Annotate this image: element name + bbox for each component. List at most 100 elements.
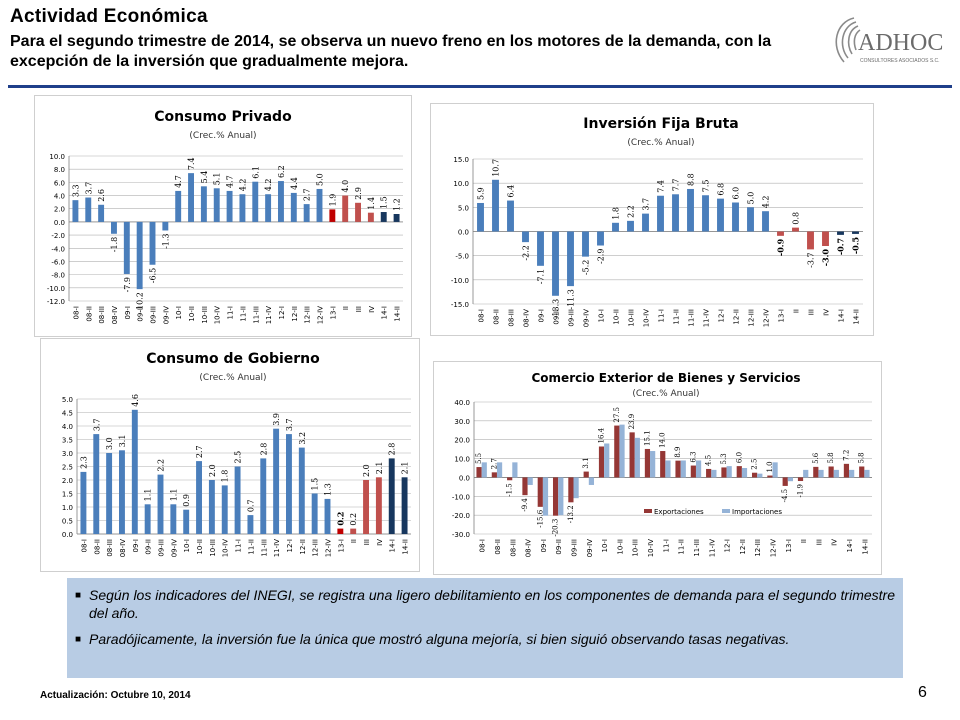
x-tick-label: 11-I: [658, 309, 666, 323]
x-tick-label: 10-II: [196, 539, 204, 555]
data-label: -3.0: [821, 249, 831, 267]
bar-importaciones: [833, 469, 839, 478]
bar: [567, 231, 574, 287]
bar-importaciones: [726, 466, 732, 478]
bar: [380, 212, 387, 222]
bar-importaciones: [757, 473, 763, 478]
data-label: 4.7: [174, 175, 183, 188]
y-tick-label: -5.0: [455, 253, 469, 261]
data-label: 3.1: [582, 457, 590, 468]
bar: [375, 477, 382, 534]
bullet-text: Según los indicadores del INEGI, se regi…: [89, 587, 895, 621]
bar-exportaciones: [629, 432, 635, 478]
bar: [792, 227, 799, 232]
x-tick-label: III: [355, 306, 363, 312]
x-tick-label: 12-I: [724, 539, 732, 553]
bar-exportaciones: [522, 477, 528, 496]
bar: [597, 231, 604, 246]
bar-importaciones: [573, 477, 579, 499]
data-label: 5.3: [720, 453, 728, 464]
data-label: 2.9: [354, 187, 363, 200]
data-label: 1.2: [393, 198, 402, 211]
data-label: 6.3: [689, 451, 697, 462]
y-tick-label: 8.0: [54, 166, 65, 174]
x-tick-label: 09-II: [145, 539, 153, 555]
data-label: 1.8: [221, 470, 230, 483]
y-tick-label: 20.0: [454, 437, 470, 445]
bar: [477, 202, 484, 232]
x-tick-label: 11-III: [693, 539, 701, 557]
x-tick-label: 13-I: [329, 306, 337, 320]
data-label: 2.8: [259, 443, 268, 456]
data-label: 4.2: [762, 195, 771, 208]
bar: [260, 458, 267, 534]
x-tick-label: 14-II: [853, 309, 861, 325]
chart-inversion-fija-bruta: Inversión Fija Bruta (Crec.% Anual) 15.0 10…: [451, 116, 863, 327]
bar-exportaciones: [491, 472, 497, 478]
bar-exportaciones: [598, 446, 605, 478]
data-label: 1.1: [144, 489, 153, 502]
data-label: 7.4: [657, 180, 666, 193]
bar: [123, 221, 130, 274]
data-label: 2.5: [234, 451, 243, 464]
bar: [522, 231, 529, 243]
y-tick-label: 0.0: [62, 531, 73, 539]
chart-subtitle: (Crec.% Anual): [189, 131, 256, 141]
x-tick-label: 08-II: [85, 306, 93, 322]
x-tick-label: 08-I: [479, 539, 487, 553]
x-tick-label: 09-III: [158, 539, 166, 557]
x-tick-label: 12-III: [754, 539, 762, 557]
x-tick-label: 08-II: [494, 539, 502, 555]
x-tick-label: II: [342, 306, 350, 310]
x-tick-label: 10-IV: [643, 309, 651, 327]
bullet-item: ■ Paradójicamente, la inversión fue la ú…: [75, 630, 895, 648]
x-tick-label: 11-I: [235, 539, 243, 553]
data-label: 5.0: [316, 173, 325, 186]
chart-title: Comercio Exterior de Bienes y Servicios: [532, 371, 801, 385]
bar: [342, 195, 349, 222]
bar-importaciones: [741, 468, 748, 478]
bar-importaciones: [803, 469, 809, 478]
x-tick-label: 11-III: [260, 539, 268, 557]
x-tick-label: 09-IV: [583, 309, 591, 327]
bar: [234, 466, 241, 534]
y-tick-label: -15.0: [451, 301, 469, 309]
bar-importaciones: [818, 469, 824, 478]
bar-exportaciones: [813, 466, 819, 478]
data-label: 1.8: [612, 207, 621, 220]
x-tick-label: 10-II: [613, 309, 621, 325]
y-tick-label: 0.0: [459, 474, 470, 482]
data-label: -5.2: [582, 260, 591, 275]
bar: [582, 231, 589, 257]
x-tick-label: 12-IV: [317, 306, 325, 324]
data-label: 3.3: [71, 184, 80, 197]
bar: [324, 498, 331, 534]
bar: [822, 231, 829, 246]
bar: [157, 474, 164, 534]
data-label: 0.2: [349, 513, 358, 526]
y-tick-label: -10.0: [451, 277, 469, 285]
x-tick-label: 12-II: [291, 306, 299, 322]
x-tick-label: II: [350, 539, 358, 543]
data-label: 1.4: [367, 197, 376, 210]
data-label: 5.8: [858, 452, 866, 463]
x-tick-label: II: [793, 309, 801, 313]
data-label: 1.3: [324, 483, 333, 496]
bar: [144, 504, 151, 534]
data-label: -7.1: [537, 269, 546, 284]
bar: [183, 509, 190, 534]
x-tick-label: III: [808, 309, 816, 315]
chart-subtitle: (Crec.% Anual): [632, 389, 699, 399]
data-label: 27.5: [613, 407, 621, 423]
x-tick-label: IV: [831, 539, 839, 546]
y-tick-label: -8.0: [51, 272, 65, 280]
x-tick-label: 14-II: [394, 306, 402, 322]
bar: [226, 190, 233, 222]
x-tick-label: 14-II: [402, 539, 410, 555]
bar: [627, 220, 634, 232]
x-tick-label: 12-IV: [763, 309, 771, 327]
data-label: 2.2: [157, 459, 166, 472]
data-label: -13.3: [552, 299, 561, 320]
x-tick-label: 13-I: [778, 309, 786, 323]
y-tick-label: 0.0: [54, 219, 65, 227]
